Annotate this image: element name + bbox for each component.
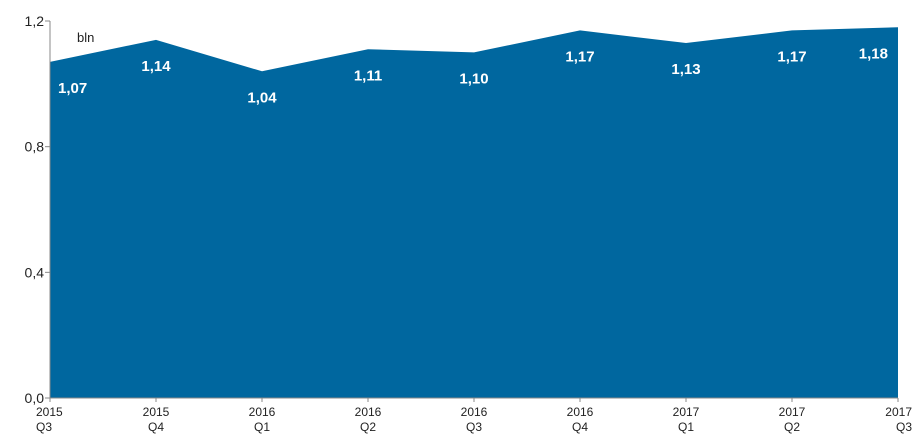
data-label: 1,07 [58, 80, 87, 97]
x-tick-quarter: Q4 [148, 420, 164, 434]
x-tick-quarter: Q1 [254, 420, 270, 434]
y-axis: 0,0 0,4 0,8 1,2 [25, 13, 51, 406]
x-tick-year: 2016 [567, 405, 594, 419]
y-tick-label: 0,4 [25, 264, 45, 280]
x-tick-quarter: Q3 [36, 420, 52, 434]
x-tick-year: 2016 [461, 405, 488, 419]
y-tick-label: 0,8 [25, 139, 45, 155]
x-tick-quarter: Q2 [784, 420, 800, 434]
data-labels: 1,07 1,14 1,04 1,11 1,10 1,17 1,13 1,17 1,18 [58, 45, 888, 106]
data-label: 1,17 [565, 48, 594, 65]
data-label: 1,18 [859, 45, 888, 62]
x-tick-year: 2017 [885, 405, 912, 419]
x-axis: 2015Q32015Q42016Q12016Q22016Q32016Q42017… [36, 397, 912, 434]
data-label: 1,17 [777, 48, 806, 65]
x-tick-quarter: Q4 [572, 420, 588, 434]
x-tick-quarter: Q2 [360, 420, 376, 434]
x-tick-quarter: Q3 [466, 420, 482, 434]
unit-label: bln [77, 30, 94, 45]
area-series [50, 27, 898, 399]
data-label: 1,11 [354, 67, 382, 84]
data-label: 1,04 [247, 89, 277, 106]
x-tick-year: 2017 [673, 405, 700, 419]
x-tick-year: 2017 [779, 405, 806, 419]
data-label: 1,13 [671, 61, 700, 78]
y-tick-label: 0,0 [25, 390, 45, 406]
data-label: 1,14 [141, 58, 171, 75]
y-tick-label: 1,2 [25, 13, 45, 29]
data-label: 1,10 [459, 70, 488, 87]
x-tick-year: 2016 [249, 405, 276, 419]
x-tick-year: 2016 [355, 405, 382, 419]
x-tick-quarter: Q3 [896, 420, 912, 434]
x-tick-year: 2015 [143, 405, 170, 419]
x-tick-quarter: Q1 [678, 420, 694, 434]
x-tick-year: 2015 [36, 405, 63, 419]
plot-area [50, 27, 898, 399]
